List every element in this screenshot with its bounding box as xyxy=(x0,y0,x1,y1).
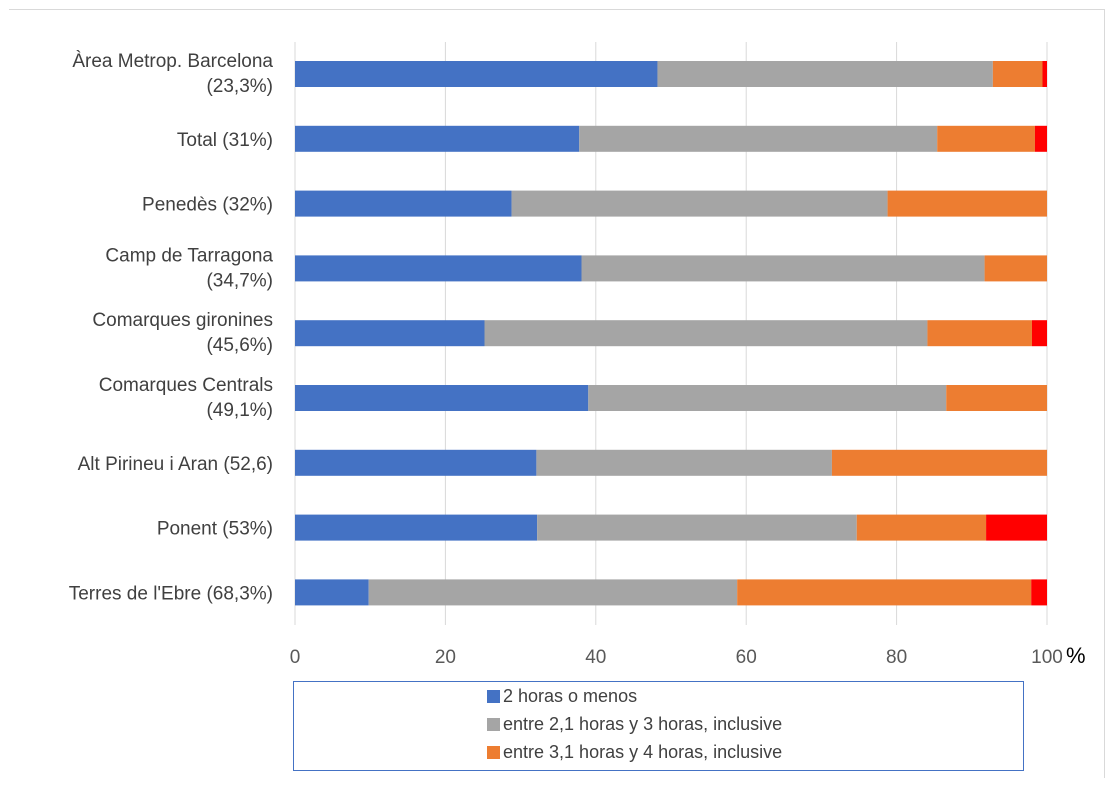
x-tick-label-1: 20 xyxy=(435,647,456,668)
x-axis-ticks: 0 20 40 60 80 100 xyxy=(290,647,1063,668)
bar-segment-1-2 xyxy=(937,125,1035,152)
bar-segment-2-0 xyxy=(295,190,512,217)
bar-segment-7-0 xyxy=(295,514,538,541)
bar-segment-7-1 xyxy=(537,514,857,541)
bar-segment-8-3 xyxy=(1031,579,1047,606)
category-label-1: Total (31%) xyxy=(177,130,273,151)
bar-segment-7-3 xyxy=(986,514,1047,541)
legend-item-2: entre 3,1 horas y 4 horas, inclusive xyxy=(487,742,782,763)
bar-segment-3-1 xyxy=(581,255,985,282)
bars xyxy=(295,61,1047,606)
bar-segment-4-0 xyxy=(295,320,485,347)
legend-swatch-1 xyxy=(487,718,500,731)
category-label-7: Ponent (53%) xyxy=(157,519,273,540)
bar-segment-6-1 xyxy=(536,449,832,476)
category-label-5-line-0: Comarques Centrals xyxy=(99,375,273,396)
legend-swatch-2 xyxy=(487,746,500,759)
category-label-5-line-1: (49,1%) xyxy=(206,400,273,421)
bar-segment-4-1 xyxy=(484,320,928,347)
bar-segment-4-3 xyxy=(1031,320,1047,347)
category-label-4-line-0: Comarques gironines xyxy=(92,310,273,331)
category-label-2: Penedès (32%) xyxy=(142,195,273,216)
bar-segment-6-2 xyxy=(831,449,1047,476)
bar-segment-6-0 xyxy=(295,449,537,476)
x-axis-unit-label: % xyxy=(1066,643,1086,668)
bar-segment-8-1 xyxy=(368,579,738,606)
stacked-bar-chart: Àrea Metrop. Barcelona (23,3%) Total (31%)… xyxy=(69,42,1086,668)
bar-segment-3-2 xyxy=(984,255,1047,282)
bar-segment-1-0 xyxy=(295,125,580,152)
legend-swatch-0 xyxy=(487,690,500,703)
category-labels: Àrea Metrop. Barcelona (23,3%) Total (31%)… xyxy=(69,51,274,604)
category-label-0-line-1: (23,3%) xyxy=(206,76,273,97)
chart-frame xyxy=(9,9,1105,778)
bar-segment-0-2 xyxy=(992,61,1043,87)
bar-segment-2-1 xyxy=(511,190,888,217)
x-tick-label-5: 100 xyxy=(1031,647,1063,668)
bar-segment-5-0 xyxy=(295,385,589,411)
x-tick-label-3: 60 xyxy=(736,647,757,668)
category-label-0-line-0: Àrea Metrop. Barcelona xyxy=(72,51,273,72)
bar-segment-2-2 xyxy=(887,190,1047,217)
bar-segment-0-0 xyxy=(295,61,658,87)
legend-item-0: 2 horas o menos xyxy=(487,686,637,707)
bar-segment-0-1 xyxy=(657,61,993,87)
x-tick-label-2: 40 xyxy=(585,647,606,668)
x-tick-label-4: 80 xyxy=(886,647,907,668)
legend-label-1: entre 2,1 horas y 3 horas, inclusive xyxy=(503,714,783,734)
category-label-3-line-0: Camp de Tarragona xyxy=(105,245,273,266)
bar-segment-1-1 xyxy=(579,125,938,152)
category-label-3-line-1: (34,7%) xyxy=(206,270,273,291)
category-label-4-line-1: (45,6%) xyxy=(206,335,273,356)
bar-segment-4-2 xyxy=(927,320,1032,347)
bar-segment-0-3 xyxy=(1042,61,1047,87)
legend-label-0: 2 horas o menos xyxy=(503,686,638,706)
legend-item-1: entre 2,1 horas y 3 horas, inclusive xyxy=(487,714,782,735)
legend-label-2: entre 3,1 horas y 4 horas, inclusive xyxy=(503,742,783,762)
bar-segment-3-0 xyxy=(295,255,582,282)
bar-segment-5-2 xyxy=(946,385,1047,411)
bar-segment-8-0 xyxy=(295,579,369,606)
legend: 2 horas o menos entre 2,1 horas y 3 hora… xyxy=(293,681,1024,771)
x-tick-label-0: 0 xyxy=(290,647,301,668)
bar-segment-1-3 xyxy=(1034,125,1047,152)
bar-segment-7-2 xyxy=(856,514,987,541)
category-label-6: Alt Pirineu i Aran (52,6) xyxy=(78,454,273,475)
bar-segment-8-2 xyxy=(737,579,1032,606)
bar-segment-5-1 xyxy=(588,385,947,411)
category-label-8: Terres de l'Ebre (68,3%) xyxy=(69,583,273,604)
